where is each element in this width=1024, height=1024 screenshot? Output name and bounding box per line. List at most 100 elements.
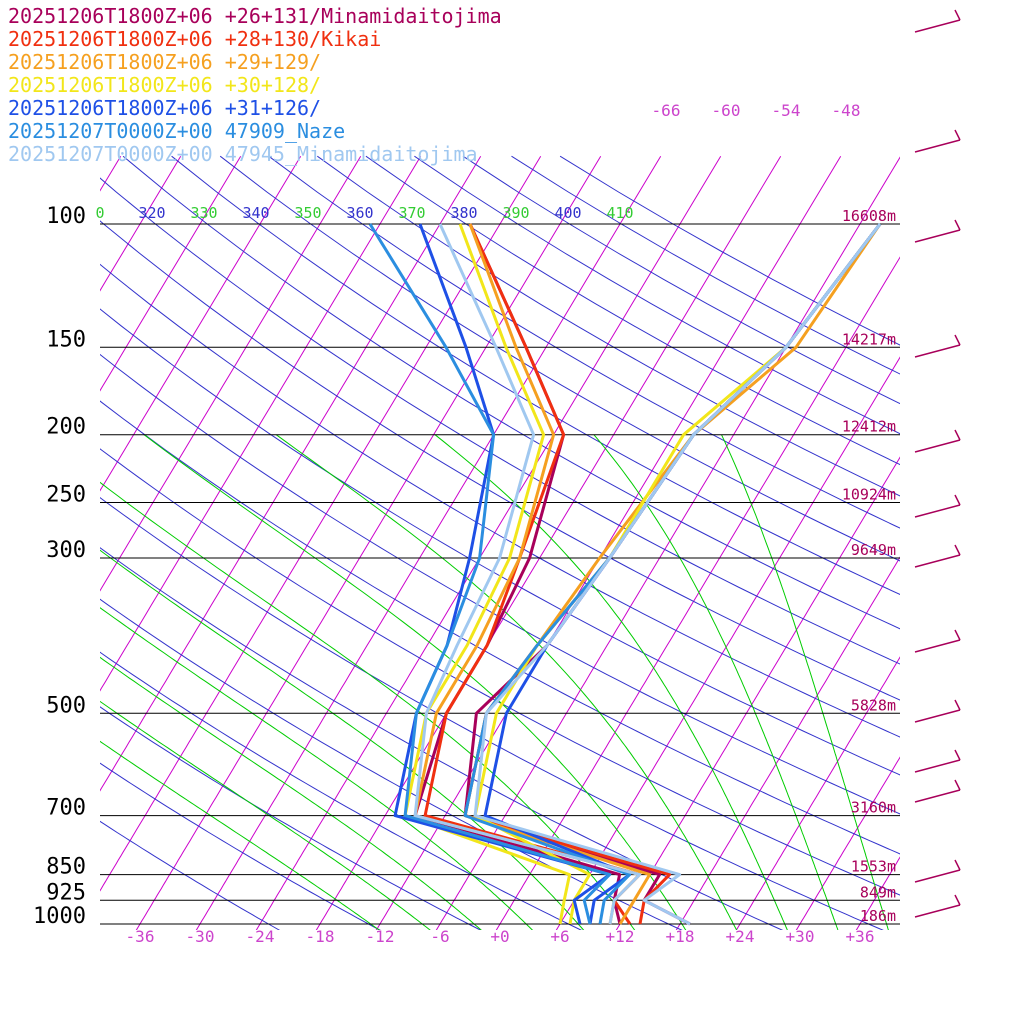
dry-adiabat-line [100, 177, 900, 665]
theta-label: 360 [346, 204, 373, 222]
dry-adiabat-line [462, 155, 900, 405]
height-label: 5828m [851, 696, 896, 714]
height-label: 12412m [842, 418, 896, 436]
wind-barb [914, 869, 961, 883]
height-label: 849m [860, 883, 896, 901]
dry-adiabat-line [100, 400, 900, 855]
pressure-label: 500 [46, 693, 86, 718]
wind-barb-flag [954, 699, 961, 711]
wind-barb [914, 439, 961, 453]
theta-label: 370 [398, 204, 425, 222]
temperature-profile-line [473, 223, 882, 926]
height-label: 9649m [851, 541, 896, 559]
wind-barb-flag [954, 859, 961, 871]
isotherm-line [135, 155, 602, 930]
dry-adiabat-line [171, 155, 900, 595]
temperature-tick-label: -24 [246, 927, 275, 946]
pressure-lines [100, 223, 900, 925]
dry-adiabat-line [317, 155, 900, 497]
legend-item: 20251206T1800Z+06 +30+128/ [8, 73, 322, 97]
wind-barb [914, 709, 961, 723]
top-isotherm-label: -66 [652, 101, 681, 120]
isotherm-line [0, 156, 1, 939]
height-label: 16608m [842, 207, 896, 225]
wind-barb-flag [954, 129, 961, 141]
legend-item: 20251207T0000Z+00 47945_Minamidaitojima [8, 142, 478, 166]
temperature-tick-label: +0 [490, 927, 509, 946]
isotherm-line [100, 155, 422, 692]
isotherm-line [855, 856, 900, 930]
moist-adiabat-line [100, 700, 431, 930]
temperature-tick-label: +36 [846, 927, 875, 946]
wind-barb [914, 229, 961, 243]
theta-label: 380 [450, 204, 477, 222]
isotherm-line [375, 155, 842, 930]
axis-labels: 100 16608m 150 14217m 200 12412m 250 10924m 300 9… [33, 101, 896, 946]
wind-barbs [914, 9, 961, 918]
top-isotherm-label: -60 [712, 101, 741, 120]
height-label: 10924m [842, 486, 896, 504]
dry-adiabat-line [414, 155, 900, 435]
wind-barb [914, 789, 961, 803]
temperature-tick-label: -36 [126, 927, 155, 946]
wind-barb-flag [954, 219, 961, 231]
wind-barb [914, 639, 961, 653]
dry-adiabat-line [559, 155, 900, 346]
wind-barb-flag [954, 334, 961, 346]
isotherm-line [315, 155, 782, 930]
theta-label: 390 [502, 204, 529, 222]
pressure-label: 1000 [33, 904, 86, 929]
theta-label: 0 [95, 204, 104, 222]
temperature-tick-label: +18 [666, 927, 695, 946]
pressure-label: 300 [46, 538, 86, 563]
dry-adiabat-line [100, 496, 884, 930]
top-isotherm-label: -48 [832, 101, 861, 120]
dry-adiabat-line [100, 762, 381, 930]
pressure-label: 150 [46, 327, 86, 352]
wind-barb [914, 904, 961, 918]
wind-barb-flag [954, 494, 961, 506]
wind-barb-flag [954, 779, 961, 791]
dry-adiabat-lines [100, 155, 900, 930]
temperature-tick-label: +12 [606, 927, 635, 946]
temperature-profile-line [463, 223, 882, 925]
temperature-profile-line [463, 223, 882, 925]
theta-label: 410 [606, 204, 633, 222]
wind-barb [914, 759, 961, 773]
dry-adiabat-line [100, 547, 784, 930]
moist-adiabat-line [100, 740, 380, 930]
dewpoint-profile-line [413, 223, 642, 925]
wind-barb [914, 554, 961, 568]
moist-adiabat-line [143, 434, 687, 930]
dry-adiabat-line [268, 155, 900, 529]
theta-label: 340 [242, 204, 269, 222]
dewpoint-profile-line [403, 223, 572, 925]
temperature-tick-label: -30 [186, 927, 215, 946]
dry-adiabat-line [100, 448, 900, 896]
temperature-tick-label: -6 [430, 927, 449, 946]
dry-adiabat-line [100, 820, 281, 930]
dry-adiabat-line [100, 263, 900, 738]
moist-adiabat-line [100, 607, 534, 930]
pressure-label: 850 [46, 855, 86, 880]
isotherm-line [195, 155, 662, 930]
wind-barb [914, 504, 961, 518]
wind-barb-flag [954, 544, 961, 556]
top-isotherm-label: -54 [772, 101, 801, 120]
legend-item: 20251207T0000Z+00 47909_Naze [8, 119, 346, 143]
height-label: 1553m [851, 858, 896, 876]
temperature-tick-label: -18 [306, 927, 335, 946]
wind-barb-flag [954, 429, 961, 441]
isotherm-line [100, 155, 542, 892]
temperature-tick-label: +30 [786, 927, 815, 946]
wind-barb-flag [954, 629, 961, 641]
temperature-tick-label: +6 [550, 927, 569, 946]
moist-adiabat-line [434, 434, 788, 930]
dry-adiabat-line [100, 353, 900, 815]
pressure-label: 100 [46, 204, 86, 229]
pressure-label: 925 [46, 880, 86, 905]
temperature-tick-label: -12 [366, 927, 395, 946]
dry-adiabat-line [219, 155, 900, 562]
dewpoint-profile-line [413, 223, 642, 925]
